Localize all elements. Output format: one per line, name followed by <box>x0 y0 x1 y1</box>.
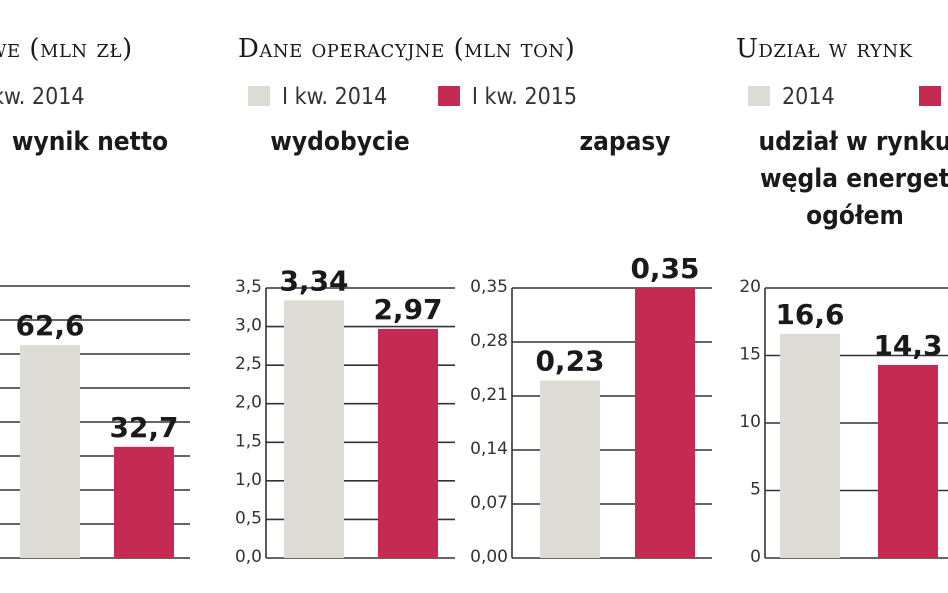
bar-udzial-0 <box>780 333 840 558</box>
y-tick-label: 2,0 <box>235 393 262 413</box>
y-tick-label: 0 <box>750 547 761 567</box>
y-tick-label: 10 <box>739 412 761 432</box>
y-tick-label: 0,07 <box>470 493 508 513</box>
value-label: 0,35 <box>630 252 699 285</box>
bar-zapasy-0 <box>540 380 600 558</box>
y-tick-label: 3,5 <box>235 277 262 297</box>
value-label: 16,6 <box>775 298 844 331</box>
legend-item-2014: kw. 2014 <box>0 84 85 110</box>
value-label: 0,23 <box>535 345 604 378</box>
y-tick-label: 20 <box>739 277 761 297</box>
bar-wydobycie-0 <box>284 300 344 558</box>
legend-item-2015: I kw. 2015 <box>437 84 578 110</box>
value-label: 2,97 <box>373 293 442 326</box>
operations-legend: I kw. 2014 I kw. 2015 <box>248 84 613 110</box>
legend-swatch-2014 <box>248 86 270 106</box>
operations-section-title: Dane operacyjne (mln ton) <box>238 34 576 64</box>
legend-label-2014: I kw. 2014 <box>282 84 388 110</box>
panel-title-wydobycie: wydobycie <box>270 127 410 157</box>
y-tick-label: 0,00 <box>470 547 508 567</box>
y-tick-label: 5 <box>750 480 761 500</box>
value-label: 32,7 <box>109 411 178 444</box>
y-tick-label: 0,28 <box>470 331 508 351</box>
legend-item-2015: I <box>919 84 948 110</box>
legend-swatch-2014 <box>748 86 770 106</box>
y-tick-label: 0,35 <box>470 277 508 297</box>
bar-wydobycie-1 <box>378 328 438 558</box>
finance-section-title: we (mln zł) <box>0 34 133 64</box>
legend-swatch-2015 <box>919 86 942 106</box>
value-label: 62,6 <box>15 309 84 342</box>
legend-label-2014: 2014 <box>782 84 835 110</box>
value-label: 3,34 <box>279 264 348 297</box>
y-tick-label: 0,5 <box>235 508 262 528</box>
legend-label-2015: I kw. 2015 <box>471 84 578 110</box>
finance-legend: kw. 2014 <box>0 84 121 110</box>
y-tick-label: 2,5 <box>235 354 262 374</box>
legend-swatch-2015 <box>437 86 460 106</box>
y-tick-label: 15 <box>739 345 761 365</box>
bar-wynik-1 <box>114 446 174 558</box>
y-tick-label: 1,0 <box>235 470 262 490</box>
y-tick-label: 1,5 <box>235 431 262 451</box>
bar-udzial-1 <box>878 364 938 558</box>
panel-title-zapasy: zapasy <box>579 127 671 157</box>
market-legend: 2014 I <box>748 84 948 110</box>
value-label: 14,3 <box>873 329 942 362</box>
panel-title-wynik: wynik netto <box>11 127 169 157</box>
y-tick-label: 0,14 <box>470 439 508 459</box>
y-tick-label: 0,21 <box>470 385 508 405</box>
panel-title-udzial: udział w rynku węgla energet ogółem <box>758 127 948 231</box>
y-tick-label: 0,0 <box>235 547 262 567</box>
legend-item-2014: 2014 <box>748 84 835 110</box>
legend-item-2014: I kw. 2014 <box>248 84 387 110</box>
bar-wynik-0 <box>20 345 80 558</box>
bar-zapasy-1 <box>635 288 695 558</box>
market-section-title: Udział w rynk <box>736 34 913 64</box>
y-tick-label: 3,0 <box>235 316 262 336</box>
